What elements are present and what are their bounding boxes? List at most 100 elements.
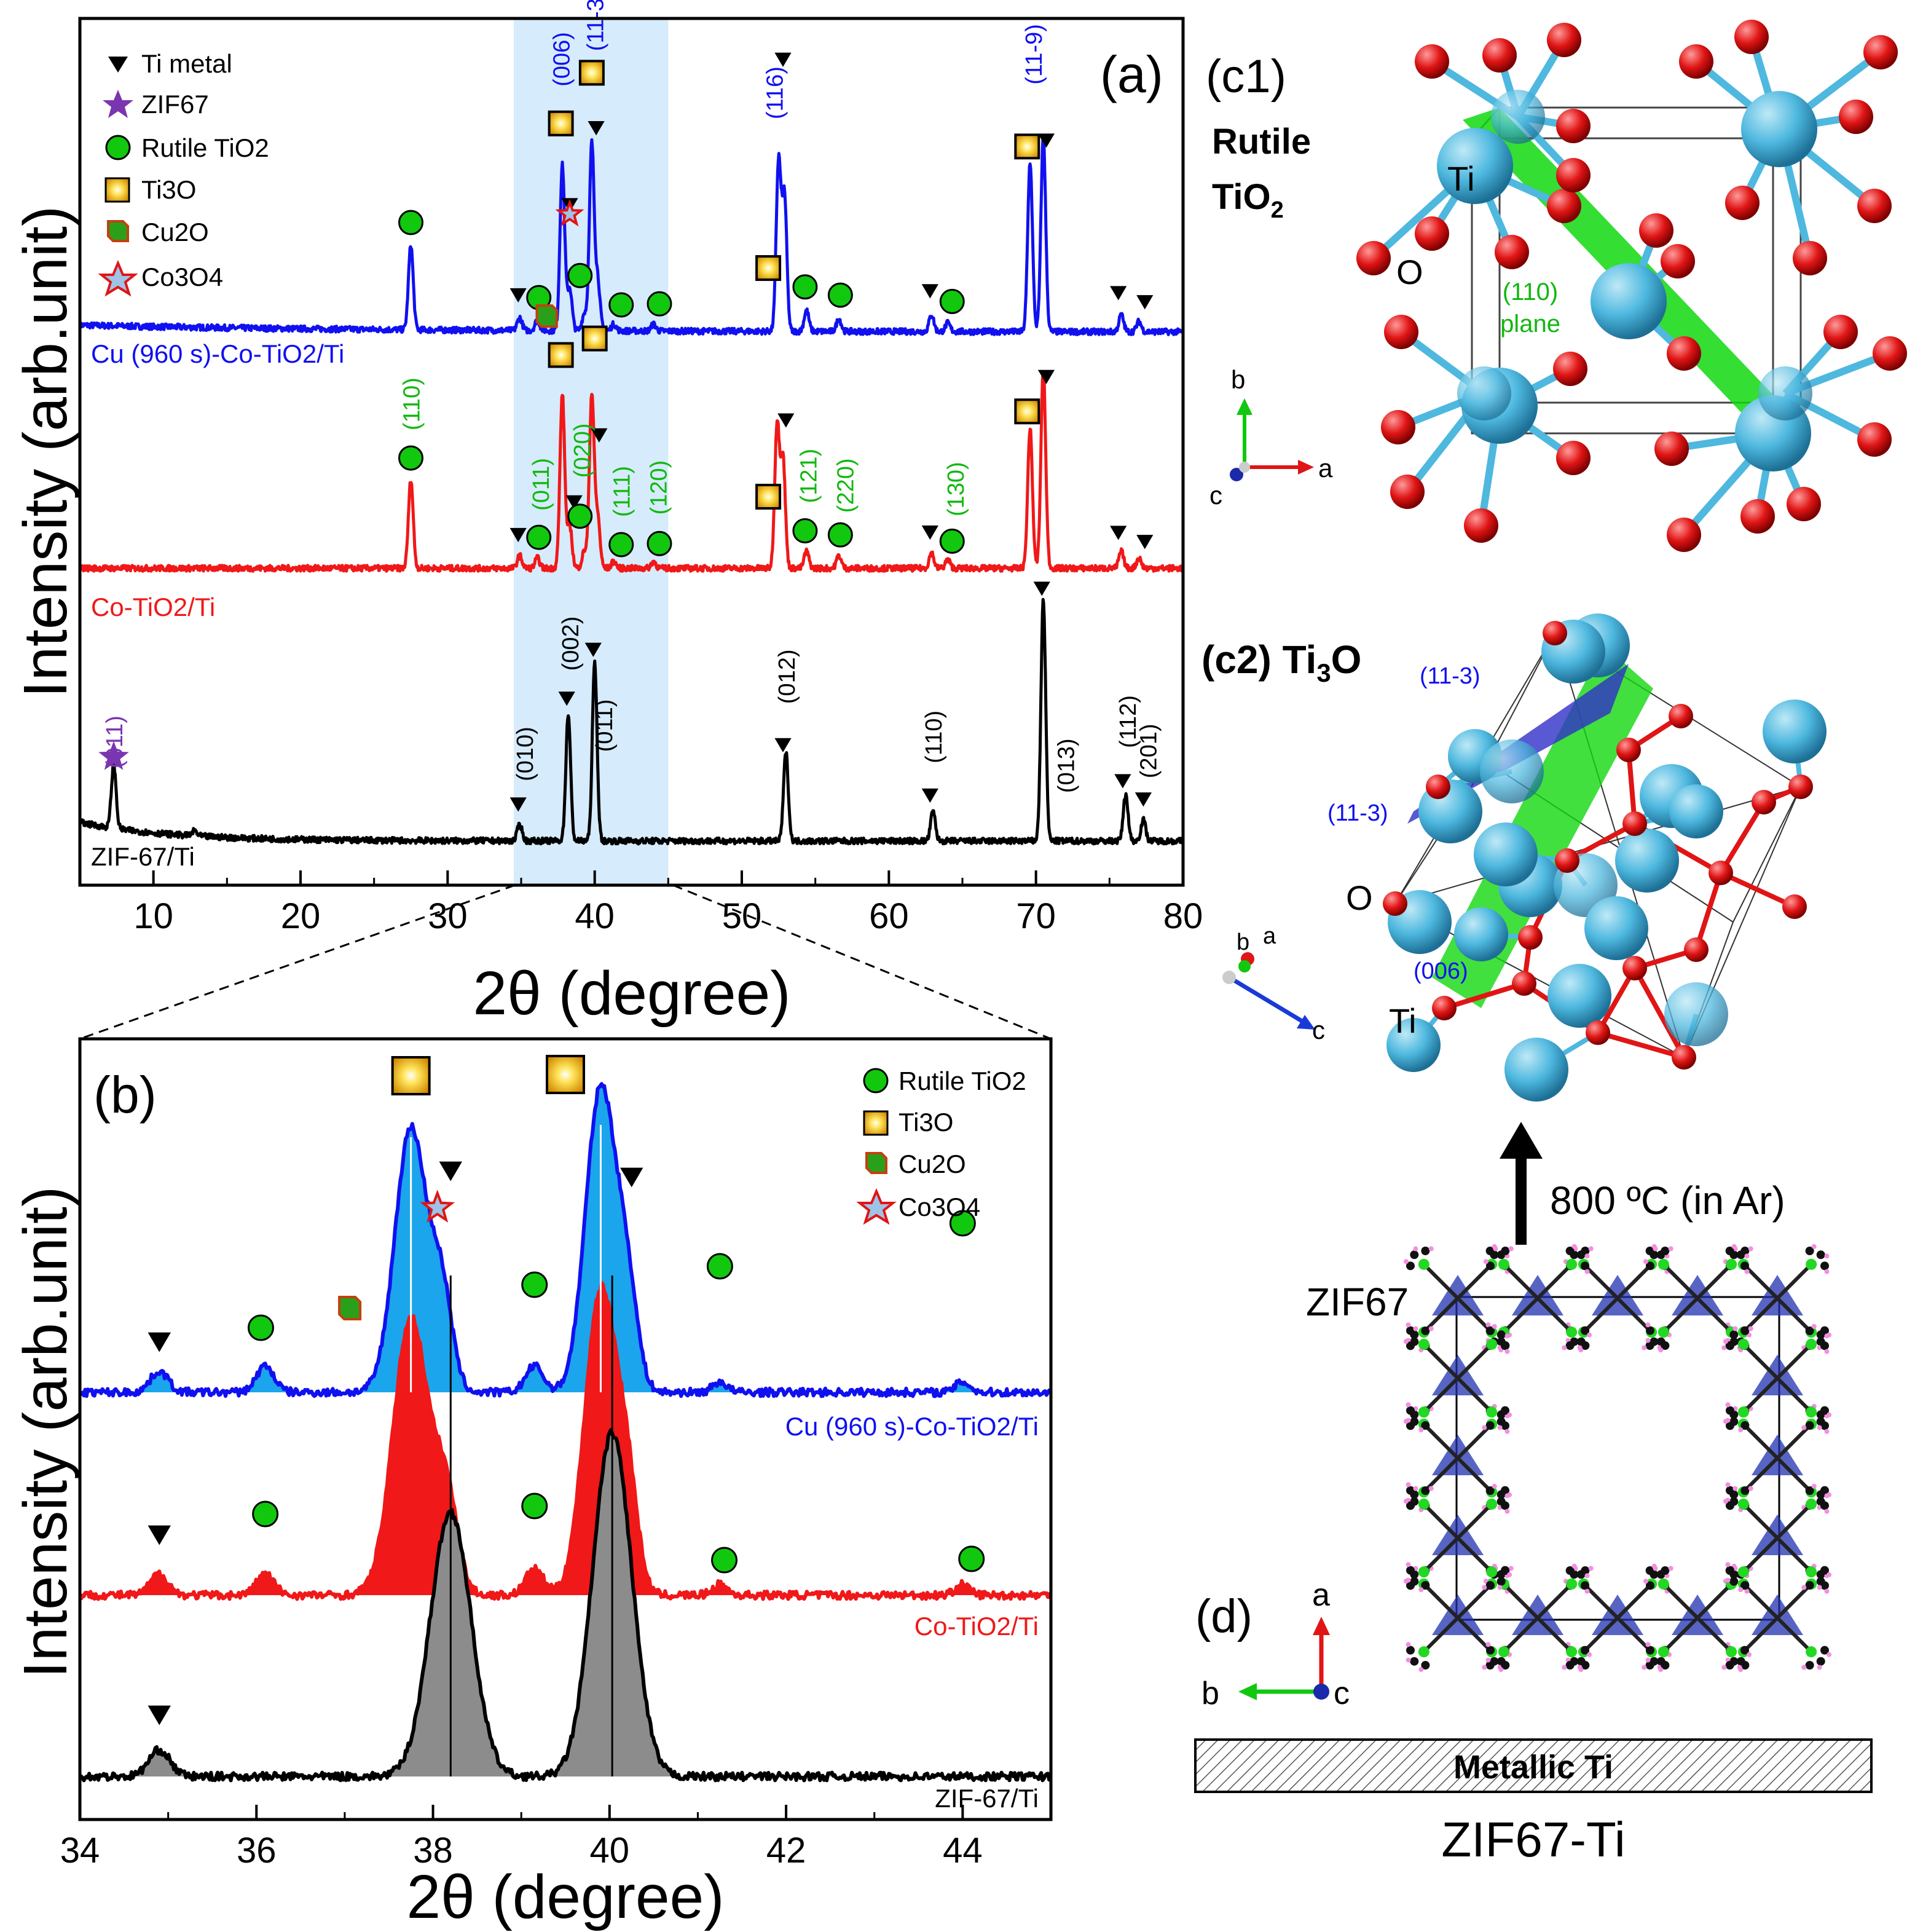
marker-a-cu-960-s-co-tio2-ti-triangle-icon [588,120,605,136]
tick-label-b-44: 44 [943,1831,983,1871]
marker-a-zif-67-ti-triangle-icon [774,738,792,752]
marker-b-cu-960-s-co-tio2-ti-circle-icon [247,1314,274,1341]
zif67-ti-caption: ZIF67-Ti [1441,1812,1625,1867]
marker-a-co-tio2-ti-circle-icon [827,522,853,548]
rutile-o-atom-28 [1384,315,1418,349]
legend-label-ti3o: Ti3O [141,175,196,204]
panel-a-traces [78,135,1184,846]
marker-a-co-tio2-ti-circle-icon [526,524,552,550]
marker-a-co-tio2-ti-square-icon [581,325,608,352]
legend-star-icon [103,90,133,118]
marker-b-co-tio2-ti-circle-icon [958,1545,985,1572]
marker-a-cu-960-s-co-tio2-ti-circle-icon [567,262,593,288]
marker-b-cu-960-s-co-tio2-ti-triangle-icon [620,1167,643,1188]
marker-b-cu-960-s-co-tio2-ti-cube-icon [338,1296,362,1320]
tick-label-a-10: 10 [133,896,173,936]
ti3o-o-atom-7 [1709,861,1733,885]
marker-b-cu-960-s-co-tio2-ti-square-icon [391,1056,431,1095]
rutile-o-atom-11 [1839,100,1873,134]
ti3o-ti-atom-7 [1669,784,1723,838]
rutile-o-atom-25 [1857,422,1892,457]
panel-c1-rutile-structure: (c1) Rutile TiO2 Ti O (110) plane b a c [1206,20,1907,552]
zif-node-13 [1403,1483,1512,1593]
ti3o-axis-c: c [1312,1015,1325,1044]
ti3o-o-atom-17 [1432,996,1457,1020]
rutile-o-atom-18 [1464,508,1498,543]
ti3o-ti-atom-4 [1480,739,1544,803]
zif67-axes: a b c [1201,1577,1350,1711]
marker-a-cu-960-s-co-tio2-ti-star-outline-icon [555,199,584,227]
marker-a-co-tio2-ti-circle-icon [939,528,965,554]
panel-a-label: (a) [1100,45,1163,103]
panel-a-hkl-labels: (006) (11-3) (116) (11-9) (110) (011) (020) (11… [102,0,1162,793]
ti3o-atoms [1383,613,1827,1102]
marker-b-co-tio2-ti-circle-icon [252,1500,279,1528]
ti3o-plane-label-c: (006) [1414,958,1468,984]
panel-b-reference-lines [449,1276,613,1776]
panel-b-y-label: Intensity (arb.unit) [11,1186,80,1678]
rutile-ti-atom-4 [1591,263,1667,339]
rutile-ti-atom-6 [1758,366,1812,420]
marker-a-co-tio2-ti-triangle-icon [777,413,795,428]
marker-a-zif-67-ti-triangle-icon [584,642,602,657]
ti3o-ti-atom-15 [1386,1018,1441,1072]
ti3o-bond-7-8 [1720,870,1796,909]
ti3o-ti-atom-2 [1763,700,1827,763]
panel-b-x-ticks: 34 36 38 40 42 44 [60,1805,1052,1871]
legend-b-star-outline-icon [856,1188,897,1225]
ti3o-ti-atom-12 [1584,896,1648,960]
hkl-a-co-tio2-ti-1: (011) [529,458,554,511]
ti3o-axis-b: b [1237,929,1249,955]
marker-a-cu-960-s-co-tio2-ti-triangle-icon [921,284,938,299]
trace-a-cu-960-s-co-tio2-ti [78,135,1184,336]
marker-a-zif-67-ti-triangle-icon [1033,582,1050,596]
panel-c1-title-line2: TiO2 [1212,177,1284,223]
zif-node-0 [1403,1244,1512,1353]
legend-square-icon [104,177,130,203]
tick-label-b-38: 38 [413,1831,453,1871]
marker-a-cu-960-s-co-tio2-ti-square-icon [755,255,782,282]
rutile-plane-label-1: (110) [1503,278,1558,306]
rutile-ti-atom-0 [1437,128,1513,204]
ti3o-o-atom-14 [1512,971,1536,996]
hkl-a-co-tio2-ti-3: (111) [610,466,635,517]
rutile-o-atom-13 [1725,186,1760,220]
hkl-a-cu-960-s-co-tio2-ti-2: (116) [763,66,788,119]
panel-c2-ti3o-structure: (c2) Ti3O (11-3) (11-3) (006) O Ti b a c [1201,613,1827,1102]
marker-a-co-tio2-ti-triangle-icon [565,495,583,510]
panel-a-x-label: 2θ (degree) [473,959,791,1028]
rutile-o-atom-23 [1740,499,1775,534]
marker-a-cu-960-s-co-tio2-ti-cube-icon [535,304,558,328]
zoom-line-right [672,884,1052,1040]
ti3o-bond-2-5 [1626,749,1637,824]
legend-label-ti-metal: Ti metal [141,49,232,78]
trace-b-cu-960-s-co-tio2-ti [78,1082,1052,1398]
rutile-o-atom-19 [1556,441,1591,475]
panel-b-xrd-zoom-chart: 34 36 38 40 42 44 (b) Intensity (arb.unit) 2θ… [11,1037,1053,1931]
rutile-o-atom-10 [1863,35,1898,69]
legend-label-rutile: Rutile TiO2 [141,133,269,162]
rutile-plane-label-2: plane [1500,310,1560,337]
marker-a-co-tio2-ti-triangle-icon [1136,535,1154,550]
hkl-a-co-tio2-ti-0: (110) [399,377,425,430]
marker-a-zif-67-ti-triangle-icon [509,797,527,812]
panel-a-markers [98,52,1154,812]
marker-a-zif-67-ti-triangle-icon [1135,792,1152,807]
zif-node-3 [1563,1244,1672,1353]
marker-a-cu-960-s-co-tio2-ti-circle-icon [792,274,818,300]
tick-label-a-70: 70 [1016,896,1056,936]
rutile-ti-atom-7 [1491,90,1545,144]
hkl-a-co-tio2-ti-5: (121) [796,449,822,503]
ti3o-o-atom-5 [1622,811,1647,836]
zif-node-5 [1723,1244,1832,1353]
zif67-label: ZIF67 [1306,1280,1409,1324]
marker-a-cu-960-s-co-tio2-ti-circle-icon [827,282,853,308]
legend-b-label-co3o4: Co3O4 [899,1193,980,1221]
legend-b-circle-icon [863,1068,889,1094]
ti3o-ti-atom-label: Ti [1389,1001,1417,1040]
ti3o-ti-atom-14 [1664,982,1728,1046]
marker-b-cu-960-s-co-tio2-ti-square-icon [546,1055,585,1094]
ti3o-o-atom-3 [1752,790,1776,814]
hkl-a-zif-67-ti-3: (011) [592,699,618,752]
